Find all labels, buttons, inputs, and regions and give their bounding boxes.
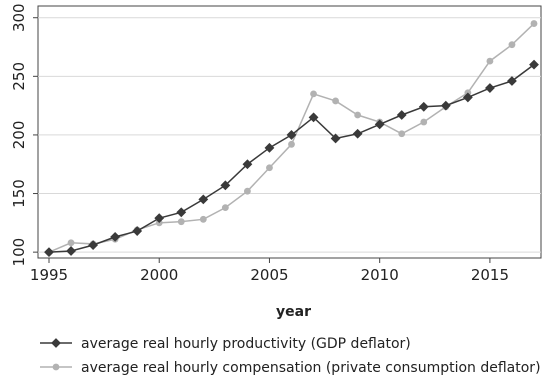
series-1-point-2004 (242, 159, 253, 170)
series-2-point-2011 (398, 130, 406, 138)
series-2-point-2006 (288, 140, 295, 148)
series-1-point-1996 (66, 246, 76, 256)
series-2-point-2015 (486, 57, 494, 65)
legend-swatch-marker-1 (51, 338, 61, 348)
legend: average real hourly productivity (GDP de… (40, 336, 541, 376)
series-1-point-2007 (308, 112, 319, 123)
series-1-line (48, 64, 535, 253)
series-2-point-1996 (67, 239, 75, 247)
series-2-point-2009 (354, 111, 362, 119)
series-1-point-2012 (418, 101, 429, 112)
series-1-point-2002 (198, 194, 209, 205)
series-2-point-2005 (266, 164, 273, 172)
series-2-point-2003 (221, 204, 229, 212)
series-1-point-2013 (440, 100, 451, 111)
y-tick-label-100: 100 (10, 238, 28, 267)
x-tick-label-1995: 1995 (30, 266, 68, 284)
series-2-point-2001 (177, 218, 185, 226)
x-axis-title: year (276, 304, 311, 320)
plot-border (37, 5, 542, 259)
y-tick-label-150: 150 (10, 179, 28, 208)
series-2-point-2004 (244, 187, 251, 195)
legend-label-1: average real hourly productivity (GDP de… (81, 336, 411, 352)
plot-frame (37, 5, 542, 259)
series-1-point-2017 (529, 59, 539, 70)
series-2-point-2008 (332, 97, 339, 105)
series-1-point-2014 (462, 92, 473, 103)
y-tick-label-250: 250 (10, 62, 28, 91)
series-1-point-1998 (110, 231, 121, 242)
series-2-point-2002 (199, 215, 207, 223)
series-1-point-2009 (352, 128, 363, 139)
legend-label-2: average real hourly compensation (privat… (81, 360, 541, 376)
y-tick-label-300: 300 (10, 3, 28, 32)
series-1-point-2005 (264, 142, 275, 153)
x-tick-label-2005: 2005 (250, 266, 288, 284)
series-1-point-2011 (396, 110, 407, 120)
series-1-point-2003 (220, 180, 231, 191)
legend-item-1: average real hourly productivity (GDP de… (40, 336, 411, 352)
series-1-point-2008 (330, 133, 341, 144)
x-tick-label-2010: 2010 (361, 266, 399, 284)
series-1-point-2010 (374, 119, 385, 130)
series-2-point-2017 (530, 20, 538, 27)
y-tick-label-200: 200 (10, 121, 28, 150)
series-2-point-2016 (508, 41, 516, 49)
series-layer (44, 20, 539, 258)
series-1-point-1995 (44, 247, 54, 258)
legend-item-2: average real hourly compensation (privat… (40, 360, 541, 376)
series-1-point-2015 (485, 83, 495, 93)
x-axis: 1995 2000 2005 2010 2015 (30, 258, 509, 284)
x-tick-label-2015: 2015 (471, 266, 509, 284)
series-1-point-1997 (88, 240, 98, 251)
x-tick-label-2000: 2000 (140, 266, 178, 284)
y-axis: 100 150 200 250 300 (10, 3, 38, 266)
series-2-point-2012 (420, 118, 428, 126)
series-2-point-2007 (310, 90, 317, 98)
legend-swatch-marker-2 (52, 363, 60, 371)
series-1 (44, 59, 539, 258)
series-1-point-2006 (286, 130, 297, 140)
series-1-point-2001 (176, 207, 187, 218)
series-1-point-2000 (154, 213, 165, 224)
series-1-point-1999 (132, 226, 143, 236)
series-1-point-2016 (507, 76, 517, 86)
